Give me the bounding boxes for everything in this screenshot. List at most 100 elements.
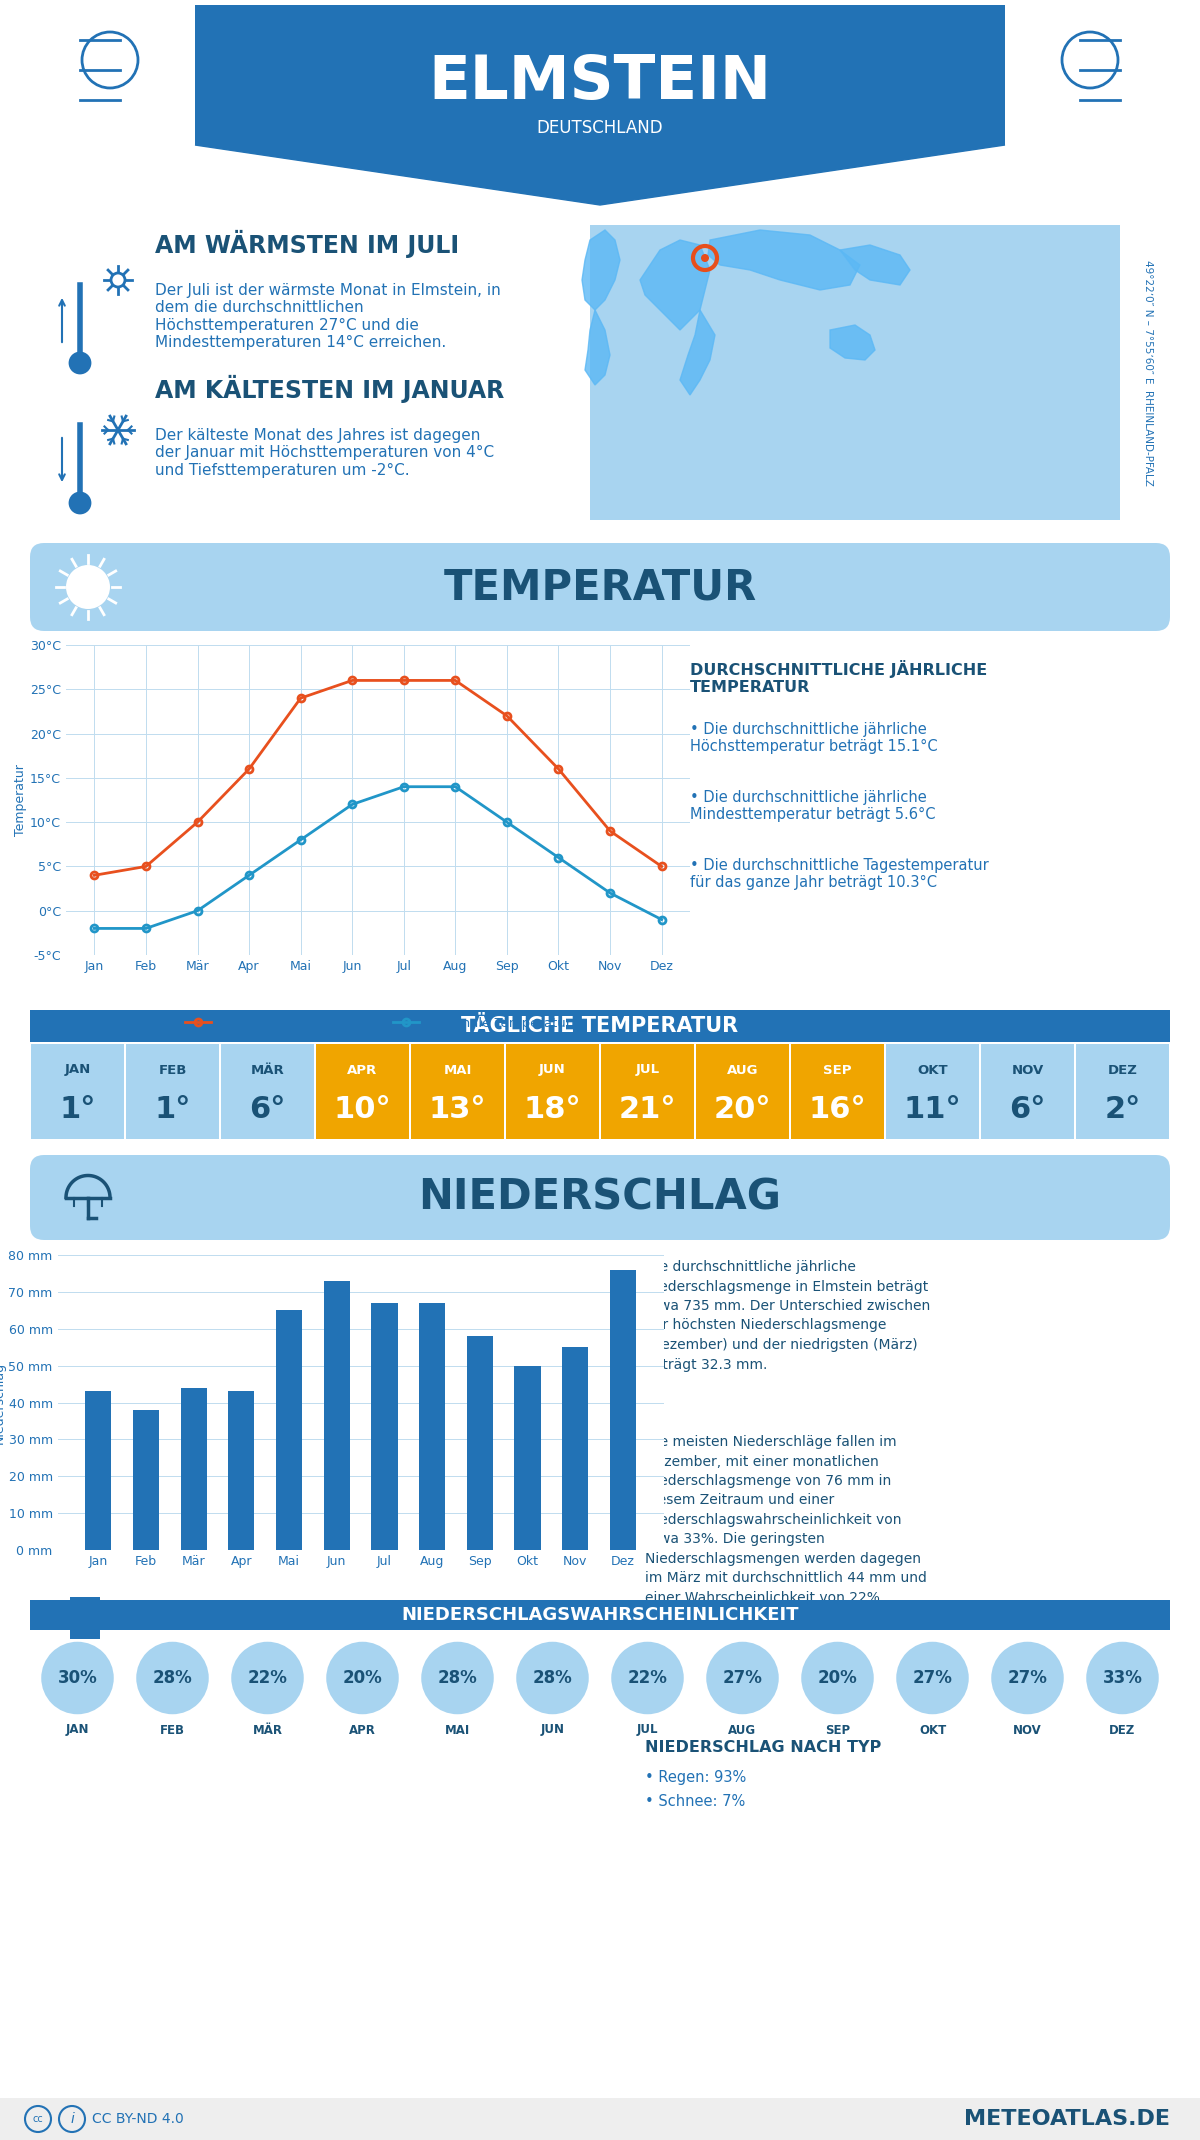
Polygon shape: [194, 146, 1006, 205]
Text: METEOATLAS.DE: METEOATLAS.DE: [964, 2110, 1170, 2129]
Bar: [515, 1365, 541, 1549]
Bar: [610, 1269, 636, 1549]
Text: 49°22ʼ0″ N – 7°55ʼ60″ E  RHEINLAND-PFALZ: 49°22ʼ0″ N – 7°55ʼ60″ E RHEINLAND-PFALZ: [1142, 261, 1153, 486]
Text: SEP: SEP: [824, 1723, 850, 1736]
Text: APR: APR: [347, 1064, 378, 1076]
Polygon shape: [680, 310, 715, 396]
Bar: [194, 4, 1006, 146]
Bar: [85, 1391, 112, 1549]
Circle shape: [229, 1639, 306, 1716]
Text: 20%: 20%: [817, 1669, 857, 1686]
Text: AM WÄRMSTEN IM JULI: AM WÄRMSTEN IM JULI: [155, 229, 460, 259]
Bar: [590, 225, 1120, 520]
Circle shape: [66, 565, 110, 610]
Bar: [70, 1596, 100, 1639]
Legend: Maximale Temperatur, Minimale Temperatur: Maximale Temperatur, Minimale Temperatur: [180, 1012, 576, 1036]
Text: 13°: 13°: [428, 1094, 486, 1124]
FancyBboxPatch shape: [30, 1156, 1170, 1239]
Bar: [133, 1410, 160, 1549]
Bar: [791, 1044, 884, 1138]
Text: 1°: 1°: [155, 1094, 191, 1124]
Text: NOV: NOV: [1012, 1064, 1044, 1076]
Text: JUL: JUL: [637, 1723, 659, 1736]
Circle shape: [420, 1639, 496, 1716]
Text: Die meisten Niederschläge fallen im
Dezember, mit einer monatlichen
Niederschlag: Die meisten Niederschläge fallen im Deze…: [646, 1436, 926, 1624]
Circle shape: [515, 1639, 590, 1716]
Text: 33%: 33%: [1103, 1669, 1142, 1686]
Text: JUL: JUL: [636, 1064, 660, 1076]
Text: JAN: JAN: [66, 1723, 89, 1736]
Text: 6°: 6°: [1009, 1094, 1045, 1124]
Text: • Die durchschnittliche jährliche
Mindesttemperatur beträgt 5.6°C: • Die durchschnittliche jährliche Mindes…: [690, 790, 936, 822]
Text: MAI: MAI: [445, 1723, 470, 1736]
Circle shape: [704, 1639, 780, 1716]
Polygon shape: [586, 310, 610, 385]
Text: DEZ: DEZ: [1108, 1064, 1138, 1076]
Text: OKT: OKT: [919, 1723, 946, 1736]
Text: Der Juli ist der wärmste Monat in Elmstein, in
dem die durchschnittlichen
Höchst: Der Juli ist der wärmste Monat in Elmste…: [155, 282, 500, 351]
Polygon shape: [708, 229, 860, 291]
Circle shape: [701, 255, 709, 261]
Text: AM KÄLTESTEN IM JANUAR: AM KÄLTESTEN IM JANUAR: [155, 374, 504, 402]
Text: 28%: 28%: [152, 1669, 192, 1686]
Text: MÄR: MÄR: [251, 1064, 284, 1076]
Text: • Regen: 93%: • Regen: 93%: [646, 1770, 746, 1785]
Bar: [601, 1044, 694, 1138]
Circle shape: [40, 1639, 115, 1716]
Circle shape: [799, 1639, 876, 1716]
Bar: [886, 1044, 979, 1138]
Text: 21°: 21°: [619, 1094, 677, 1124]
Text: 10°: 10°: [334, 1094, 391, 1124]
Text: DEUTSCHLAND: DEUTSCHLAND: [536, 120, 664, 137]
Polygon shape: [830, 325, 875, 360]
Bar: [982, 1044, 1074, 1138]
Text: 6°: 6°: [250, 1094, 286, 1124]
Text: 22%: 22%: [247, 1669, 288, 1686]
Bar: [126, 1044, 220, 1138]
Circle shape: [70, 492, 90, 514]
Bar: [371, 1303, 397, 1549]
Text: AUG: AUG: [728, 1723, 756, 1736]
Text: 11°: 11°: [904, 1094, 961, 1124]
Text: 20%: 20%: [343, 1669, 383, 1686]
Text: • Die durchschnittliche Tagestemperatur
für das ganze Jahr beträgt 10.3°C: • Die durchschnittliche Tagestemperatur …: [690, 858, 989, 890]
Bar: [30, 1601, 1170, 1631]
Bar: [228, 1391, 254, 1549]
Text: SEP: SEP: [823, 1064, 852, 1076]
Text: DURCHSCHNITTLICHE JÄHRLICHE
TEMPERATUR: DURCHSCHNITTLICHE JÄHRLICHE TEMPERATUR: [690, 659, 988, 696]
Bar: [410, 1044, 504, 1138]
Bar: [180, 1387, 206, 1549]
Circle shape: [70, 353, 90, 372]
Text: APR: APR: [349, 1723, 376, 1736]
Text: 28%: 28%: [533, 1669, 572, 1686]
Text: AUG: AUG: [727, 1064, 758, 1076]
Circle shape: [894, 1639, 971, 1716]
Text: JUN: JUN: [539, 1064, 566, 1076]
Circle shape: [112, 274, 125, 287]
FancyBboxPatch shape: [30, 544, 1170, 631]
Bar: [316, 1044, 409, 1138]
Text: ELMSTEIN: ELMSTEIN: [428, 54, 772, 111]
Y-axis label: Temperatur: Temperatur: [14, 764, 28, 837]
Circle shape: [1085, 1639, 1160, 1716]
Bar: [0, 2097, 1200, 2140]
Text: 2°: 2°: [1104, 1094, 1141, 1124]
Bar: [276, 1310, 302, 1549]
Text: TÄGLICHE TEMPERATUR: TÄGLICHE TEMPERATUR: [462, 1016, 738, 1036]
Text: JUN: JUN: [540, 1723, 564, 1736]
Text: NIEDERSCHLAG: NIEDERSCHLAG: [419, 1177, 781, 1218]
Circle shape: [324, 1639, 401, 1716]
Text: MÄR: MÄR: [252, 1723, 282, 1736]
Text: JAN: JAN: [65, 1064, 91, 1076]
Bar: [221, 1044, 314, 1138]
Text: MAI: MAI: [443, 1064, 472, 1076]
Text: TEMPERATUR: TEMPERATUR: [443, 565, 757, 608]
Text: CC BY-ND 4.0: CC BY-ND 4.0: [92, 2112, 184, 2125]
Text: DEZ: DEZ: [1109, 1723, 1135, 1736]
Bar: [419, 1303, 445, 1549]
Text: NIEDERSCHLAG NACH TYP: NIEDERSCHLAG NACH TYP: [646, 1740, 881, 1755]
Text: Niederschlagssumme: Niederschlagssumme: [112, 1611, 256, 1624]
Text: 27%: 27%: [912, 1669, 953, 1686]
Text: 20°: 20°: [714, 1094, 772, 1124]
Polygon shape: [640, 240, 710, 330]
